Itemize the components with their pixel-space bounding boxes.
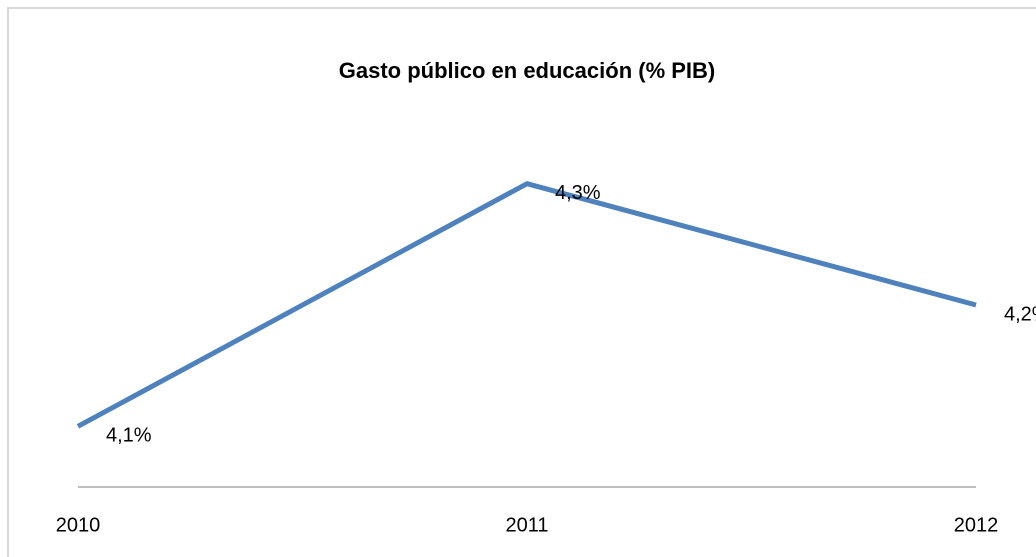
x-tick-label: 2010 [56,514,101,536]
data-label: 4,1% [106,425,152,447]
x-tick-label: 2012 [954,514,999,536]
chart-title: Gasto público en educación (% PIB) [339,58,716,83]
x-tick-label: 2011 [505,514,548,536]
data-line [76,181,977,429]
chart-frame [7,7,1036,557]
data-label: 4,2% [1004,303,1036,325]
data-label: 4,3% [555,182,601,204]
